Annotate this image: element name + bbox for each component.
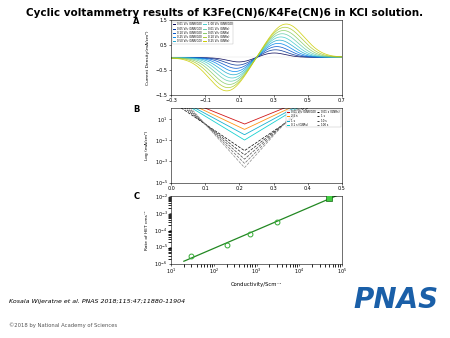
Legend: 0.01 V/s (GNR/GO), 2.5 s, 1 s, 0.1 s (GNRs), 0.01 s (GNRs), 1 s, 10 s, 100 s: 0.01 V/s (GNR/GO), 2.5 s, 1 s, 0.1 s (GN… [286, 110, 341, 127]
Text: A: A [133, 17, 140, 26]
Text: Kosala Wijeratne et al. PNAS 2018;115:47;11880-11904: Kosala Wijeratne et al. PNAS 2018;115:47… [9, 299, 185, 304]
Text: ©2018 by National Academy of Sciences: ©2018 by National Academy of Sciences [9, 322, 117, 328]
X-axis label: Conductivity/Scm⁻¹: Conductivity/Scm⁻¹ [231, 282, 282, 287]
Text: Cyclic voltammetry results of K3Fe(CN)6/K4Fe(CN)6 in KCl solution.: Cyclic voltammetry results of K3Fe(CN)6/… [27, 8, 423, 19]
Text: C: C [133, 192, 140, 201]
Legend: 0.01 V/s (GNR/GO), 0.05 V/s (GNR/GO), 0.10 V/s (GNR/GO), 0.25 V/s (GNR/GO), 0.50: 0.01 V/s (GNR/GO), 0.05 V/s (GNR/GO), 0.… [172, 22, 234, 44]
Y-axis label: Current Density(mA/cm²): Current Density(mA/cm²) [146, 30, 150, 85]
Text: PNAS: PNAS [353, 286, 439, 314]
Text: B: B [133, 105, 140, 114]
X-axis label: Potential Vs Ag/AgCl (V): Potential Vs Ag/AgCl (V) [225, 109, 288, 114]
Y-axis label: Log (mA/cm²): Log (mA/cm²) [145, 131, 149, 160]
X-axis label: Potential Vs Ag/AgCl (V): Potential Vs Ag/AgCl (V) [225, 197, 288, 201]
Y-axis label: Rate of HET cms⁻¹: Rate of HET cms⁻¹ [145, 210, 149, 250]
